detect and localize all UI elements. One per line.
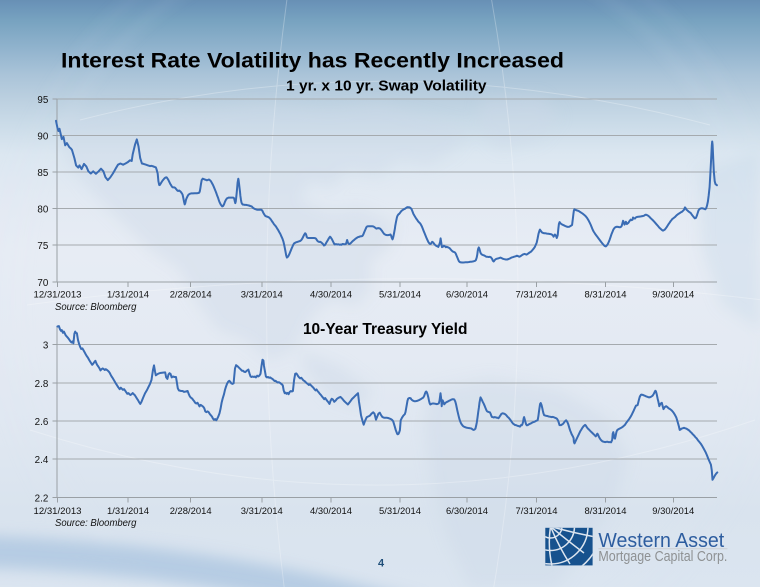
svg-text:12/31/2013: 12/31/2013 bbox=[34, 506, 82, 517]
svg-text:2.2: 2.2 bbox=[35, 493, 49, 504]
svg-text:Mortgage Capital Corp.: Mortgage Capital Corp. bbox=[598, 549, 727, 565]
svg-text:Source: Bloomberg: Source: Bloomberg bbox=[55, 517, 137, 529]
svg-text:8/31/2014: 8/31/2014 bbox=[585, 506, 628, 517]
svg-text:3: 3 bbox=[43, 341, 49, 352]
svg-text:2.4: 2.4 bbox=[35, 455, 49, 466]
svg-text:12/31/2013: 12/31/2013 bbox=[34, 289, 82, 300]
svg-text:1/31/2014: 1/31/2014 bbox=[107, 506, 150, 517]
svg-text:2.6: 2.6 bbox=[35, 417, 49, 428]
svg-text:Western Asset: Western Asset bbox=[598, 529, 724, 552]
svg-text:3/31/2014: 3/31/2014 bbox=[241, 289, 284, 300]
svg-text:70: 70 bbox=[37, 278, 48, 289]
svg-text:1/31/2014: 1/31/2014 bbox=[107, 289, 150, 300]
svg-text:8/31/2014: 8/31/2014 bbox=[585, 289, 628, 300]
svg-text:75: 75 bbox=[37, 241, 48, 252]
svg-text:4/30/2014: 4/30/2014 bbox=[310, 506, 353, 517]
svg-text:9/30/2014: 9/30/2014 bbox=[652, 289, 695, 300]
svg-text:1 yr. x 10 yr. Swap Volatility: 1 yr. x 10 yr. Swap Volatility bbox=[286, 78, 487, 94]
svg-text:9/30/2014: 9/30/2014 bbox=[652, 506, 695, 517]
svg-text:4/30/2014: 4/30/2014 bbox=[310, 289, 353, 300]
svg-text:Source: Bloomberg: Source: Bloomberg bbox=[55, 301, 137, 313]
svg-text:7/31/2014: 7/31/2014 bbox=[516, 289, 559, 300]
svg-text:2/28/2014: 2/28/2014 bbox=[170, 506, 213, 517]
svg-text:Interest Rate Volatility has R: Interest Rate Volatility has Recently In… bbox=[61, 49, 564, 72]
svg-text:6/30/2014: 6/30/2014 bbox=[446, 289, 489, 300]
svg-text:5/31/2014: 5/31/2014 bbox=[379, 506, 422, 517]
svg-text:7/31/2014: 7/31/2014 bbox=[516, 506, 559, 517]
svg-text:95: 95 bbox=[37, 95, 48, 106]
svg-text:2.8: 2.8 bbox=[35, 379, 49, 390]
svg-text:80: 80 bbox=[37, 205, 48, 216]
svg-text:3/31/2014: 3/31/2014 bbox=[241, 506, 284, 517]
svg-text:5/31/2014: 5/31/2014 bbox=[379, 289, 422, 300]
svg-text:4: 4 bbox=[378, 557, 385, 569]
svg-text:85: 85 bbox=[37, 168, 48, 179]
svg-text:2/28/2014: 2/28/2014 bbox=[170, 289, 213, 300]
svg-text:6/30/2014: 6/30/2014 bbox=[446, 506, 489, 517]
svg-text:90: 90 bbox=[37, 131, 48, 142]
svg-text:10-Year Treasury Yield: 10-Year Treasury Yield bbox=[303, 321, 468, 338]
